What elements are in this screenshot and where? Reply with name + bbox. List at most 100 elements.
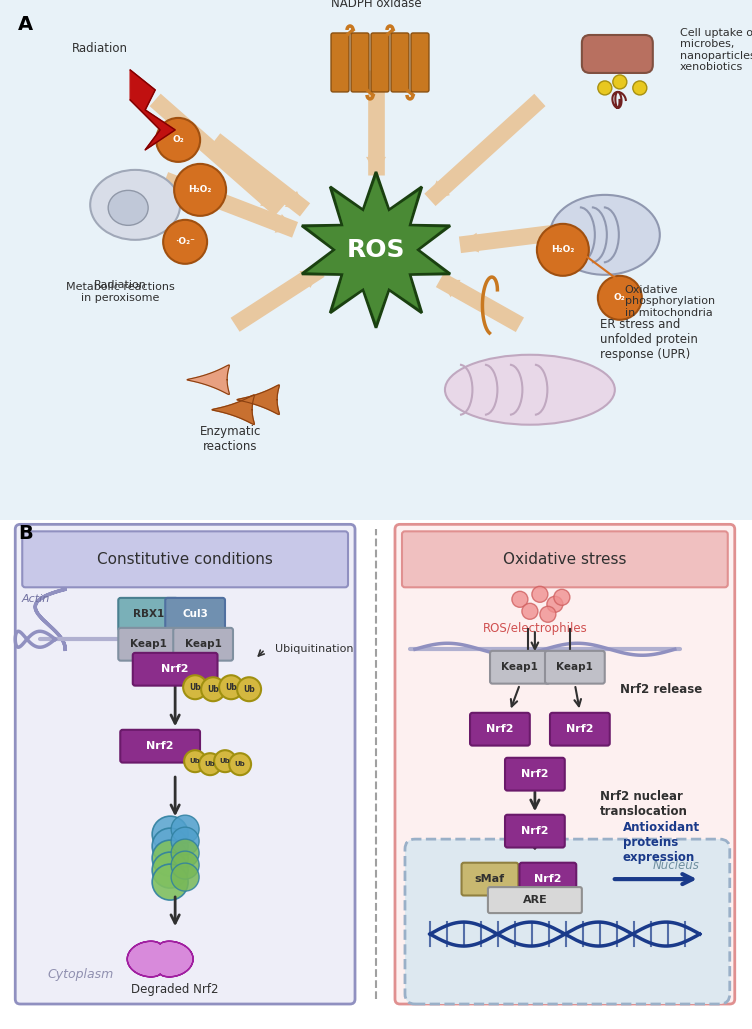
Text: Nrf2: Nrf2 — [486, 724, 514, 735]
Circle shape — [512, 592, 528, 607]
Ellipse shape — [90, 170, 180, 240]
Text: RBX1: RBX1 — [132, 609, 164, 619]
Circle shape — [201, 677, 225, 701]
Text: Ub: Ub — [208, 684, 219, 694]
Text: Nrf2: Nrf2 — [521, 769, 549, 779]
Circle shape — [554, 590, 570, 605]
Circle shape — [171, 863, 199, 891]
FancyBboxPatch shape — [470, 713, 530, 746]
Circle shape — [184, 750, 206, 772]
Text: H₂O₂: H₂O₂ — [189, 185, 212, 194]
Text: Nrf2: Nrf2 — [566, 724, 593, 735]
Text: H₂O₂: H₂O₂ — [551, 245, 575, 254]
FancyBboxPatch shape — [462, 862, 518, 895]
Text: Nucleus: Nucleus — [653, 859, 700, 873]
FancyBboxPatch shape — [120, 730, 200, 762]
Text: Enzymatic
reactions: Enzymatic reactions — [199, 425, 261, 453]
Text: O₂: O₂ — [614, 293, 626, 303]
FancyBboxPatch shape — [488, 887, 582, 913]
Text: Nrf2 release: Nrf2 release — [620, 682, 702, 696]
Circle shape — [183, 675, 207, 700]
FancyBboxPatch shape — [505, 757, 565, 790]
FancyBboxPatch shape — [550, 713, 610, 746]
Text: O₂: O₂ — [172, 136, 184, 144]
Text: Ub: Ub — [225, 682, 237, 691]
Text: Ub: Ub — [220, 758, 230, 765]
Text: Keap1: Keap1 — [185, 639, 222, 649]
Text: Cytoplasm: Cytoplasm — [47, 967, 114, 981]
Circle shape — [163, 220, 207, 263]
Text: Oxidative
phosphorylation
in mitochondria: Oxidative phosphorylation in mitochondri… — [625, 285, 715, 318]
Text: ARE: ARE — [523, 895, 547, 906]
Circle shape — [532, 587, 548, 602]
FancyBboxPatch shape — [545, 651, 605, 683]
Circle shape — [522, 603, 538, 619]
Circle shape — [171, 839, 199, 867]
Text: sMaf: sMaf — [475, 874, 505, 884]
FancyBboxPatch shape — [173, 628, 233, 661]
Text: Keap1: Keap1 — [502, 663, 538, 672]
Text: ROS/electrophiles: ROS/electrophiles — [483, 623, 587, 635]
FancyBboxPatch shape — [118, 628, 178, 661]
FancyBboxPatch shape — [371, 33, 389, 92]
Text: Ub: Ub — [190, 758, 201, 765]
Text: Degraded Nrf2: Degraded Nrf2 — [132, 983, 219, 995]
Circle shape — [171, 827, 199, 855]
Polygon shape — [302, 172, 450, 328]
Polygon shape — [187, 365, 229, 394]
Polygon shape — [237, 385, 279, 415]
Circle shape — [598, 81, 612, 95]
Text: Ub: Ub — [190, 682, 201, 691]
Circle shape — [537, 224, 589, 276]
Text: A: A — [18, 15, 33, 34]
Polygon shape — [430, 180, 450, 200]
FancyBboxPatch shape — [331, 33, 349, 92]
Circle shape — [152, 864, 188, 900]
Circle shape — [171, 851, 199, 879]
Polygon shape — [299, 270, 320, 288]
Polygon shape — [130, 70, 175, 150]
Polygon shape — [285, 191, 305, 210]
FancyBboxPatch shape — [23, 531, 348, 588]
Circle shape — [229, 753, 251, 775]
Circle shape — [547, 596, 563, 612]
Text: Nrf2: Nrf2 — [521, 826, 549, 837]
Polygon shape — [127, 942, 193, 977]
Circle shape — [152, 816, 188, 852]
FancyBboxPatch shape — [520, 862, 576, 895]
Circle shape — [171, 815, 199, 843]
FancyBboxPatch shape — [411, 33, 429, 92]
Circle shape — [219, 675, 243, 700]
FancyBboxPatch shape — [402, 531, 728, 588]
Circle shape — [598, 276, 641, 320]
Text: NADPH oxidase: NADPH oxidase — [331, 0, 421, 10]
Text: Cul3: Cul3 — [182, 609, 208, 619]
FancyBboxPatch shape — [0, 0, 752, 520]
Circle shape — [152, 840, 188, 876]
Text: Nrf2: Nrf2 — [162, 665, 189, 674]
Text: Keap1: Keap1 — [556, 663, 593, 672]
Polygon shape — [260, 190, 280, 210]
Text: Ubiquitination: Ubiquitination — [275, 644, 353, 654]
Circle shape — [633, 81, 647, 95]
Ellipse shape — [108, 190, 148, 225]
Text: Oxidative stress: Oxidative stress — [503, 552, 626, 567]
Text: Nrf2: Nrf2 — [147, 741, 174, 751]
Polygon shape — [212, 395, 254, 424]
Text: Cell uptake of
microbes,
nanoparticles,
xenobiotics: Cell uptake of microbes, nanoparticles, … — [680, 28, 752, 72]
FancyBboxPatch shape — [405, 839, 729, 1004]
Text: Radiation: Radiation — [72, 42, 128, 55]
Polygon shape — [366, 156, 386, 175]
Text: Ub: Ub — [243, 684, 255, 694]
Polygon shape — [308, 178, 444, 322]
Circle shape — [174, 164, 226, 216]
FancyBboxPatch shape — [490, 651, 550, 683]
Text: ROS: ROS — [347, 238, 405, 261]
FancyBboxPatch shape — [15, 525, 355, 1004]
Text: B: B — [18, 525, 33, 543]
Text: ·O₂⁻: ·O₂⁻ — [175, 238, 195, 246]
FancyBboxPatch shape — [505, 815, 565, 848]
Text: Nrf2: Nrf2 — [534, 874, 562, 884]
Text: Metabolic reactions
in peroxisome: Metabolic reactions in peroxisome — [65, 282, 174, 304]
Text: Radiation: Radiation — [94, 280, 147, 290]
